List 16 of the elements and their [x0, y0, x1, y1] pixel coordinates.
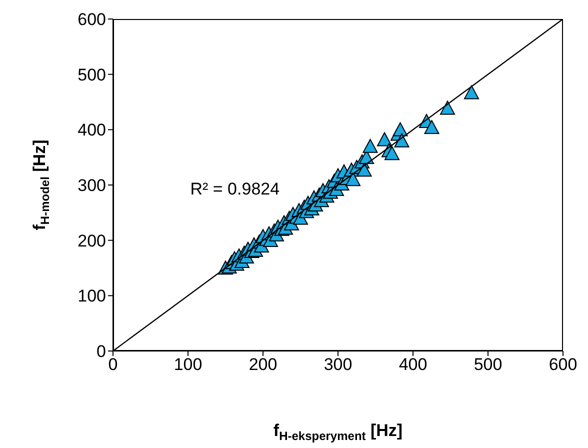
annotation: R² = 0.9824: [190, 179, 280, 198]
x-tick-label: 600: [548, 355, 578, 374]
y-tick-label: 400: [78, 120, 106, 140]
y-tick-label: 0: [96, 342, 106, 362]
y-tick-label: 100: [78, 286, 106, 306]
x-tick-label: 0: [108, 355, 118, 374]
x-tick-label: 200: [248, 355, 278, 374]
y-tick-label: 600: [78, 10, 106, 30]
y-tick-label: 500: [78, 65, 106, 84]
x-axis-title: f$_{H-eksperyment}$ [Hz]: [273, 421, 403, 443]
x-tick-label: 500: [474, 355, 502, 374]
x-tick-label: 100: [174, 355, 202, 374]
x-tick-label: 300: [324, 355, 352, 374]
y-tick-label: 300: [78, 176, 106, 196]
y-tick-label: 200: [78, 231, 106, 250]
x-tick-label: 400: [398, 355, 428, 374]
